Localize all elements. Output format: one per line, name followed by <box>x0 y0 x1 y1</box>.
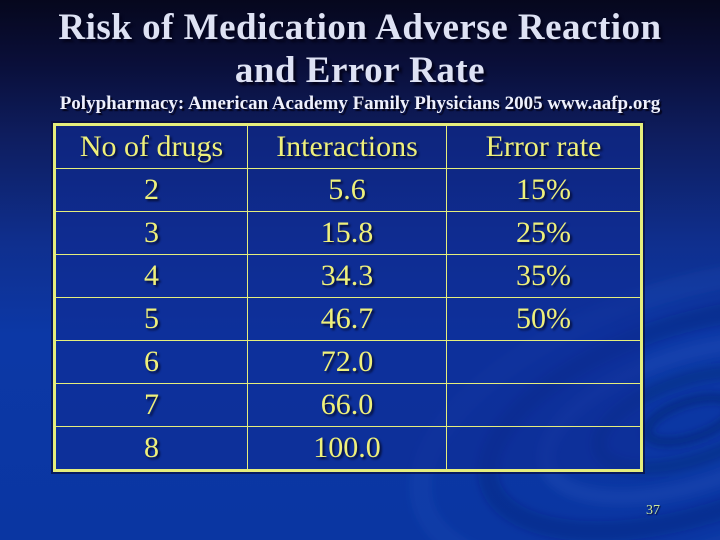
cell-interactions: 66.0 <box>247 383 447 427</box>
table-row: 3 15.8 25% <box>54 211 642 255</box>
cell-drugs: 5 <box>54 297 248 341</box>
table-row: 6 72.0 <box>54 340 642 384</box>
table-row: 2 5.6 15% <box>54 168 642 212</box>
cell-interactions: 100.0 <box>247 426 447 471</box>
table-header-row: No of drugs Interactions Error rate <box>54 124 642 169</box>
column-header-interactions: Interactions <box>247 124 447 169</box>
table-row: 5 46.7 50% <box>54 297 642 341</box>
cell-drugs: 7 <box>54 383 248 427</box>
medication-risk-table: No of drugs Interactions Error rate 2 5.… <box>51 121 645 474</box>
table-row: 8 100.0 <box>54 426 642 471</box>
slide-title: Risk of Medication Adverse Reaction and … <box>0 6 720 93</box>
cell-drugs: 3 <box>54 211 248 255</box>
table-row: 4 34.3 35% <box>54 254 642 298</box>
cell-interactions: 15.8 <box>247 211 447 255</box>
cell-error-rate: 35% <box>446 254 642 298</box>
column-header-no-of-drugs: No of drugs <box>54 124 248 169</box>
cell-interactions: 46.7 <box>247 297 447 341</box>
cell-error-rate: 15% <box>446 168 642 212</box>
slide-source-subtitle: Polypharmacy: American Academy Family Ph… <box>59 93 661 114</box>
column-header-error-rate: Error rate <box>446 124 642 169</box>
cell-error-rate <box>446 383 642 427</box>
slide-page-number: 37 <box>646 503 660 518</box>
cell-error-rate: 50% <box>446 297 642 341</box>
table-row: 7 66.0 <box>54 383 642 427</box>
cell-error-rate: 25% <box>446 211 642 255</box>
cell-interactions: 72.0 <box>247 340 447 384</box>
cell-drugs: 6 <box>54 340 248 384</box>
slide-title-line-2: and Error Rate <box>234 50 486 92</box>
cell-error-rate <box>446 426 642 471</box>
cell-error-rate <box>446 340 642 384</box>
cell-drugs: 8 <box>54 426 248 471</box>
cell-drugs: 4 <box>54 254 248 298</box>
cell-interactions: 5.6 <box>247 168 447 212</box>
cell-interactions: 34.3 <box>247 254 447 298</box>
cell-drugs: 2 <box>54 168 248 212</box>
slide-title-line-1: Risk of Medication Adverse Reaction <box>58 7 662 48</box>
